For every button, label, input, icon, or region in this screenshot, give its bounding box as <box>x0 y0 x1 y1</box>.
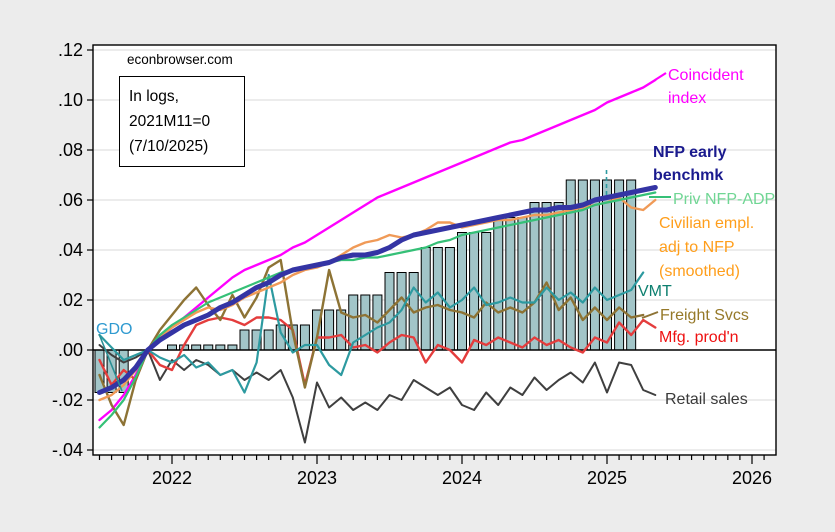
bar-gdo <box>601 179 612 351</box>
bar-gdo <box>94 349 105 393</box>
x-tick-label: 2026 <box>732 468 772 488</box>
line-mfg <box>98 316 657 387</box>
series-label-text: Mfg. prod'n <box>659 329 739 346</box>
y-tick-label: .04 <box>58 240 83 260</box>
series-label-mfg-production: Mfg. prod'n <box>659 326 739 349</box>
line-coincident <box>98 78 657 422</box>
series-label-retail-sales: Retail sales <box>665 388 748 411</box>
series-label-text: index <box>668 90 707 107</box>
y-tick-label: .10 <box>58 90 83 110</box>
series-label-nfp-early-benchmark: NFP early benchmk <box>653 141 727 187</box>
bar-gdo <box>456 232 467 351</box>
bar-gdo <box>166 344 177 351</box>
series-label-text: adj to NFP <box>659 239 735 256</box>
bar-gdo <box>324 309 335 351</box>
series-label-text: benchmk <box>653 167 724 184</box>
note-line-2: 2021M11=0 <box>129 113 211 130</box>
bar-gdo <box>360 294 371 351</box>
bar-gdo <box>481 232 492 351</box>
bar-gdo <box>529 202 540 351</box>
bar-gdo <box>203 344 214 351</box>
bar-gdo <box>227 344 238 351</box>
bar-gdo <box>505 217 516 351</box>
series-label-text: GDO <box>96 321 133 338</box>
note-line-3: (7/10/2025) <box>129 138 209 155</box>
series-label-text: (smoothed) <box>659 263 740 280</box>
bar-gdo <box>541 202 552 351</box>
bar-gdo <box>493 217 504 351</box>
series-label-text: VMT <box>638 283 672 300</box>
plot-border <box>92 44 777 456</box>
y-tick-label: .08 <box>58 140 83 160</box>
watermark: econbrowser.com <box>127 52 233 67</box>
y-tick-label: -.04 <box>52 440 83 460</box>
bar-gdo <box>263 329 274 351</box>
x-tick-label: 2024 <box>442 468 482 488</box>
series-label-freight-services: Freight Svcs <box>660 304 749 327</box>
bar-gdo <box>432 247 443 351</box>
x-tick-label: 2025 <box>587 468 627 488</box>
series-label-text: Coincident <box>668 67 744 84</box>
line-vmt <box>98 271 645 394</box>
y-tick-label: .12 <box>58 40 83 60</box>
line-civ <box>98 196 657 402</box>
series-label-text: Priv NFP-ADP <box>673 191 776 208</box>
line-adp <box>98 191 657 429</box>
bar-gdo <box>191 344 202 351</box>
series-label-coincident-index: Coincident index <box>668 64 744 110</box>
bar-gdo <box>215 344 226 351</box>
y-tick-label: -.02 <box>52 390 83 410</box>
coincident-leader <box>654 72 667 81</box>
series-label-text: NFP early <box>653 144 727 161</box>
bar-gdo <box>336 309 347 351</box>
series-label-civilian-employment: Civilian empl. adj to NFP (smoothed) <box>659 212 754 284</box>
bar-gdo <box>553 202 564 351</box>
bar-gdo <box>444 247 455 351</box>
note-line-1: In logs, <box>129 88 179 105</box>
series-label-text: Freight Svcs <box>660 307 749 324</box>
series-label-priv-nfp-adp: Priv NFP-ADP <box>673 188 775 211</box>
x-tick-label: 2023 <box>297 468 337 488</box>
series-label-vmt: VMT <box>638 280 672 303</box>
line-nfp <box>97 185 658 395</box>
series-label-gdo: GDO <box>96 318 132 341</box>
freight-leader <box>641 311 659 319</box>
series-label-text: Retail sales <box>665 391 748 408</box>
y-tick-label: .00 <box>58 340 83 360</box>
bar-gdo <box>517 217 528 351</box>
y-tick-label: .02 <box>58 290 83 310</box>
note-box: In logs, 2021M11=0 (7/10/2025) <box>119 76 245 167</box>
series-label-text: Civilian empl. <box>659 215 755 232</box>
line-freight <box>98 258 645 427</box>
x-tick-label: 2022 <box>152 468 192 488</box>
bar-gdo <box>239 329 250 351</box>
gdo-leader <box>98 333 123 392</box>
y-tick-label: .06 <box>58 190 83 210</box>
